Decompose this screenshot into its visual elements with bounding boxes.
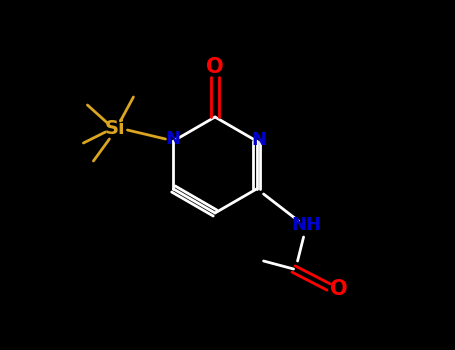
Text: N: N (165, 130, 180, 148)
Text: O: O (330, 279, 347, 299)
Text: O: O (206, 57, 224, 77)
Text: Si: Si (105, 119, 126, 139)
Text: NH: NH (292, 216, 322, 234)
Text: N: N (251, 131, 266, 149)
